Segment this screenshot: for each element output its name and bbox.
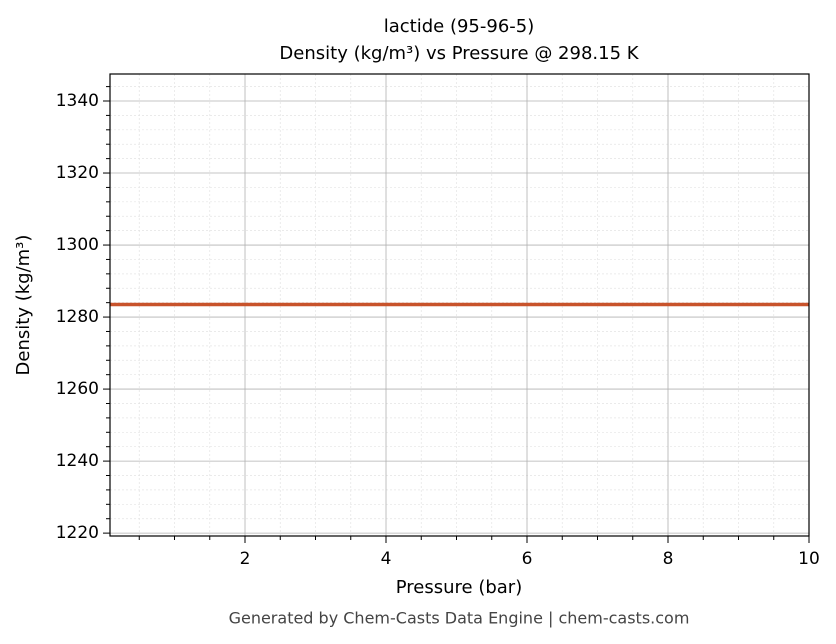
- x-tick-label: 6: [522, 549, 533, 569]
- plot-frame: [109, 73, 810, 537]
- y-tick-label: 1340: [56, 91, 99, 111]
- y-tick-label: 1260: [56, 379, 99, 399]
- x-tick-label: 8: [663, 549, 674, 569]
- chart-subtitle: Density (kg/m³) vs Pressure @ 298.15 K: [279, 43, 639, 64]
- x-tick-label: 10: [798, 549, 820, 569]
- footer: Generated by Chem-Casts Data Engine | ch…: [229, 609, 690, 628]
- y-tick-label: 1240: [56, 451, 99, 471]
- y-tick-label: 1220: [56, 523, 99, 543]
- x-axis-label: Pressure (bar): [396, 577, 522, 598]
- y-tick-label: 1280: [56, 307, 99, 327]
- x-tick-label: 2: [240, 549, 251, 569]
- y-axis-label: Density (kg/m³): [13, 235, 34, 376]
- y-tick-label: 1320: [56, 163, 99, 183]
- x-tick-label: 4: [381, 549, 392, 569]
- y-tick-label: 1300: [56, 235, 99, 255]
- chart-title: lactide (95-96-5): [384, 16, 535, 37]
